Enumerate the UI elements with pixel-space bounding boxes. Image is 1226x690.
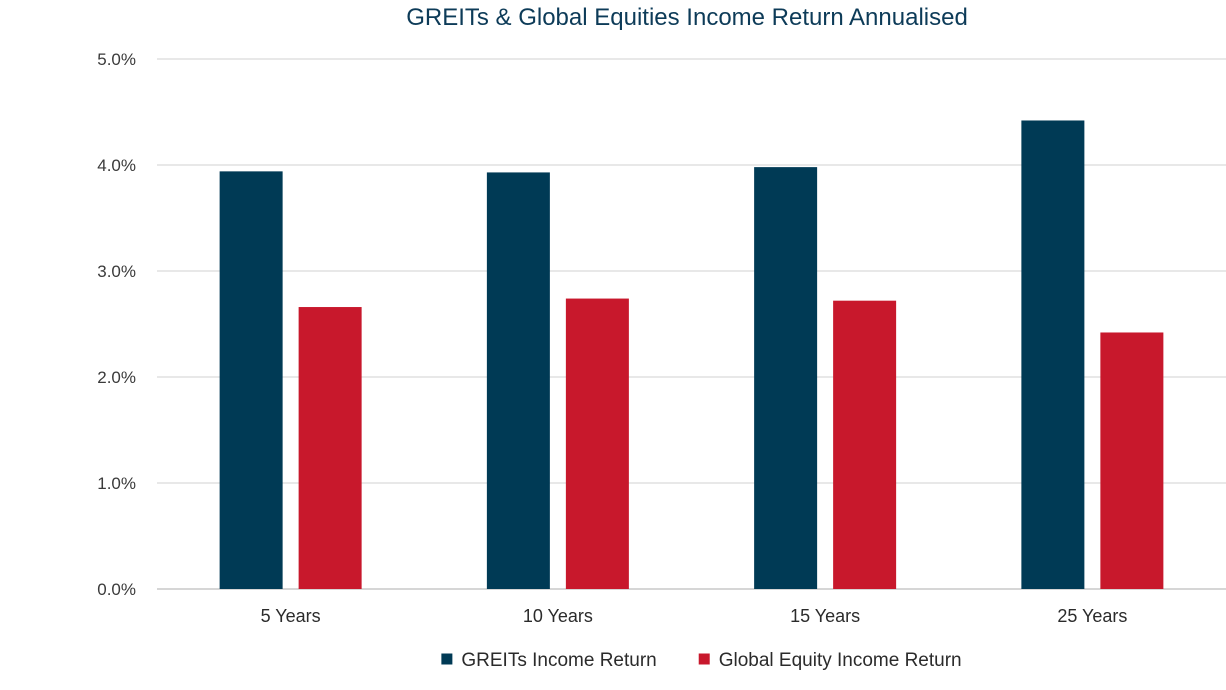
legend-label: GREITs Income Return: [461, 650, 656, 671]
legend-item: Global Equity Income Return: [698, 650, 962, 671]
legend-label: Global Equity Income Return: [719, 650, 962, 671]
y-tick-label: 4.0%: [97, 156, 136, 175]
bars: [219, 120, 1164, 590]
legend-swatch: [698, 653, 710, 665]
x-category-label: 25 Years: [1057, 606, 1127, 626]
x-category-label: 10 Years: [523, 606, 593, 626]
legend-item: GREITs Income Return: [441, 650, 657, 671]
legend-swatch: [441, 653, 453, 665]
x-category-label: 5 Years: [261, 606, 321, 626]
x-axis-category-labels: 5 Years 10 Years 15 Years 25 Years: [261, 606, 1128, 626]
x-category-label: 15 Years: [790, 606, 860, 626]
bar-global-equity-25-years: [1100, 332, 1164, 589]
bar-global-equity-10-years: [565, 298, 629, 589]
bar-greits-25-years: [1021, 120, 1085, 589]
bar-greits-5-years: [219, 171, 283, 590]
bar-global-equity-15-years: [833, 300, 897, 589]
y-tick-label: 3.0%: [97, 262, 136, 281]
y-tick-label: 2.0%: [97, 368, 136, 387]
y-tick-label: 1.0%: [97, 474, 136, 493]
y-tick-label: 5.0%: [97, 50, 136, 69]
y-axis-tick-labels: 0.0% 1.0% 2.0% 3.0% 4.0% 5.0%: [97, 50, 136, 599]
bar-greits-10-years: [486, 172, 550, 590]
bar-global-equity-5-years: [298, 307, 362, 589]
chart-title: GREITs & Global Equities Income Return A…: [406, 4, 968, 31]
legend: GREITs Income Return Global Equity Income…: [441, 650, 962, 671]
bar-greits-15-years: [754, 167, 818, 589]
y-tick-label: 0.0%: [97, 580, 136, 599]
